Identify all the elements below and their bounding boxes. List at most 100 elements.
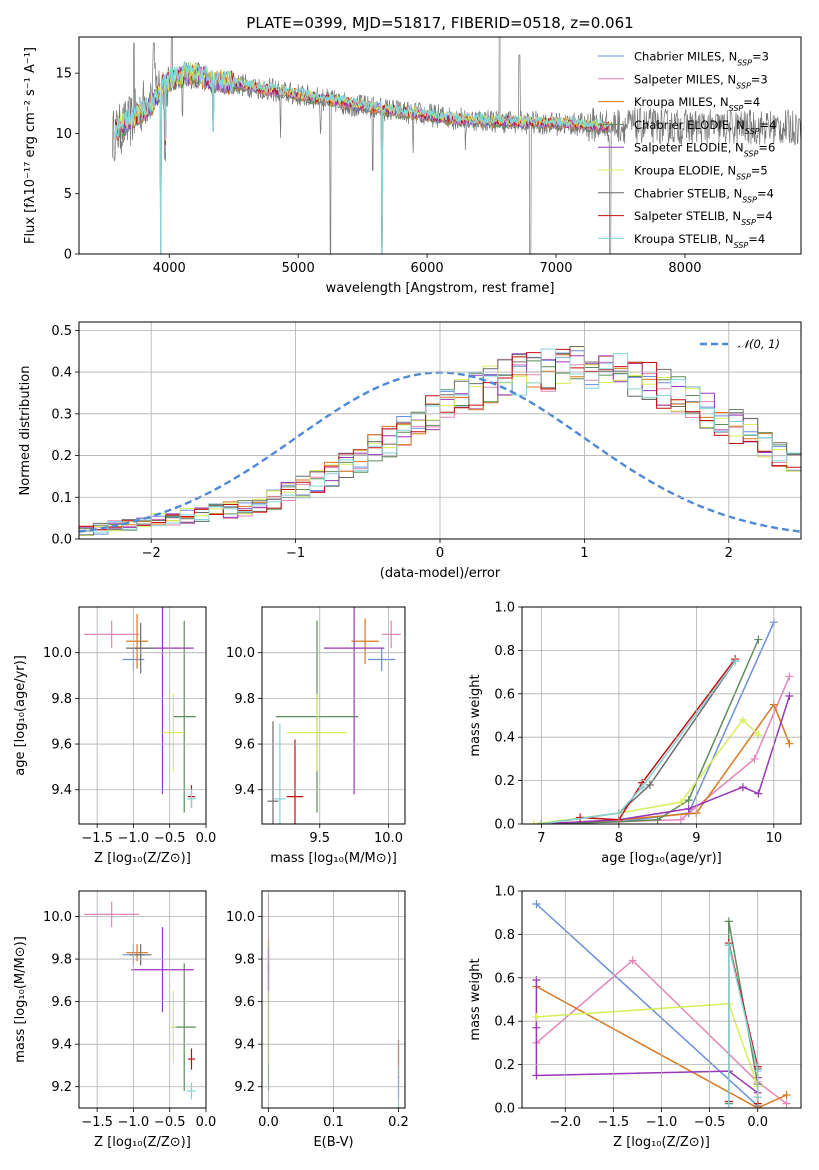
mass-weight-marker: [754, 731, 763, 740]
mass-weight-line-9: [541, 660, 736, 824]
y-tick-label: 10.0: [226, 910, 255, 925]
legend-label: Salpeter STELIB, N: [634, 209, 741, 223]
mass-weight-marker: [724, 941, 733, 950]
mass-weight-marker: [782, 1090, 791, 1099]
panel-8: −2.0 −1.5 −1.0 −0.5 0.0 0.0 0.2 0.4 0.6 0.8 1.0 Z […: [468, 885, 802, 1150]
legend-tail: =4: [757, 186, 774, 200]
mass-weight-marker: [638, 783, 647, 792]
histogram-series-6: [79, 346, 801, 536]
legend-tail: =3: [751, 72, 768, 86]
figure-title: PLATE=0399, MJD=51817, FIBERID=0518, z=0…: [246, 14, 633, 32]
y-axis-label: mass weight: [468, 674, 483, 756]
y-tick-label: 10.0: [43, 646, 72, 661]
y-tick-label: 0.2: [494, 774, 515, 789]
y-tick-label: 0.2: [51, 449, 72, 464]
y-tick-label: 9.2: [234, 1080, 255, 1095]
plot-area: [112, 37, 801, 254]
mass-weight-marker: [532, 1023, 541, 1032]
panel-7: 0.0 0.1 0.2 9.2 9.4 9.6 9.8 10.0 E(B-V): [226, 890, 409, 1150]
legend-entry: Salpeter MILES, NSSP=3: [634, 72, 768, 90]
x-tick-label: 8000: [668, 261, 701, 276]
histogram-series-5: [79, 353, 801, 528]
mass-weight-line-8: [580, 658, 736, 821]
axes-frame: [78, 36, 802, 255]
mass-weight-marker: [782, 1099, 791, 1108]
mass-weight-marker: [738, 783, 747, 792]
panel-2: −2 −1 0 1 2 0.0 0.1 0.2 0.3 0.4 0.5 (data-model)/er…: [18, 321, 802, 581]
legend-tail: =4: [743, 95, 760, 109]
model-spectrum-7: [114, 67, 611, 254]
legend-entry: Salpeter ELODIE, NSSP=6: [634, 141, 775, 159]
y-tick-label: 9.8: [51, 953, 72, 968]
y-tick-label: 9.4: [234, 783, 255, 798]
mass-weight-marker: [645, 780, 654, 789]
y-tick-label: 9.8: [234, 953, 255, 968]
legend-sub: SSP: [744, 149, 759, 158]
y-tick-label: 9.8: [51, 692, 72, 707]
legend-label: Chabrier ELODIE, N: [634, 118, 745, 132]
x-tick-label: −1.0: [118, 831, 150, 846]
y-tick-label: 9.4: [51, 783, 72, 798]
model-spectrum-4: [114, 65, 611, 254]
mass-weight-marker: [738, 715, 747, 724]
legend-entry: Salpeter STELIB, NSSP=4: [634, 209, 773, 227]
plot-area: [529, 618, 794, 824]
histogram-series-7: [79, 346, 801, 536]
mass-weight-line-2: [541, 676, 791, 824]
y-axis-label: mass [log₁₀(M/M⊙)]: [13, 936, 28, 1063]
y-tick-label: 10.0: [226, 646, 255, 661]
y-tick-label: 1.0: [494, 885, 515, 900]
x-axis-label: E(B-V): [313, 1135, 353, 1150]
x-axis-label: wavelength [Angstrom, rest frame]: [326, 281, 555, 296]
x-tick-label: −1: [286, 546, 305, 561]
legend-tail: =6: [758, 141, 775, 155]
y-tick-label: 0.4: [494, 731, 515, 746]
legend-label: Kroupa ELODIE, N: [634, 164, 736, 178]
x-axis-label: mass [log₁₀(M/M⊙)]: [270, 851, 397, 866]
legend-sub: SSP: [737, 58, 752, 67]
mass-weight-marker: [785, 691, 794, 700]
mass-weight-marker: [750, 754, 759, 763]
legend-tail: =5: [751, 164, 768, 178]
model-spectrum-2: [114, 64, 611, 254]
legend-entry: Kroupa MILES, NSSP=4: [634, 95, 760, 113]
plot-area: [84, 901, 196, 1100]
x-tick-label: 4000: [153, 261, 186, 276]
histogram-series-9: [79, 348, 801, 533]
y-tick-label: 9.8: [234, 692, 255, 707]
mass-weight-line-5: [541, 695, 791, 824]
x-tick-label: −0.5: [694, 1115, 726, 1130]
y-tick-label: 1.0: [494, 601, 515, 616]
x-tick-label: 0.2: [388, 1115, 409, 1130]
mass-weight-line-6: [536, 1003, 759, 1108]
x-axis-label: (data-model)/error: [380, 566, 501, 581]
x-tick-label: 7000: [539, 261, 572, 276]
y-tick-label: 10: [55, 127, 72, 142]
legend-sub: SSP: [736, 172, 751, 181]
legend-sub: SSP: [736, 81, 751, 90]
mass-weight-marker: [628, 956, 637, 965]
y-tick-label: 0.8: [494, 644, 515, 659]
y-axis-label: Normed distribution: [18, 366, 33, 496]
y-axis-label: age [log₁₀(age/yr)]: [13, 655, 28, 776]
y-tick-label: 15: [55, 67, 72, 82]
x-tick-label: 10: [766, 831, 783, 846]
model-spectrum-8: [114, 62, 611, 254]
x-tick-label: 8: [615, 831, 623, 846]
y-tick-label: 9.6: [51, 995, 72, 1010]
y-tick-label: 0: [64, 248, 72, 263]
x-tick-label: −1.5: [81, 831, 113, 846]
legend-sub: SSP: [734, 240, 749, 249]
x-tick-label: −1.5: [81, 1115, 113, 1130]
legend-label: Kroupa MILES, N: [634, 95, 729, 109]
legend-entry: Kroupa STELIB, NSSP=4: [634, 232, 765, 250]
y-tick-label: 0.6: [494, 971, 515, 986]
model-spectrum-3: [114, 64, 611, 254]
legend-label: Salpeter ELODIE, N: [634, 141, 744, 155]
legend-label: Chabrier STELIB, N: [634, 186, 742, 200]
y-tick-label: 0.4: [494, 1015, 515, 1030]
mass-weight-marker: [529, 820, 538, 824]
mass-weight-marker: [676, 798, 685, 807]
y-tick-label: 9.6: [234, 738, 255, 753]
